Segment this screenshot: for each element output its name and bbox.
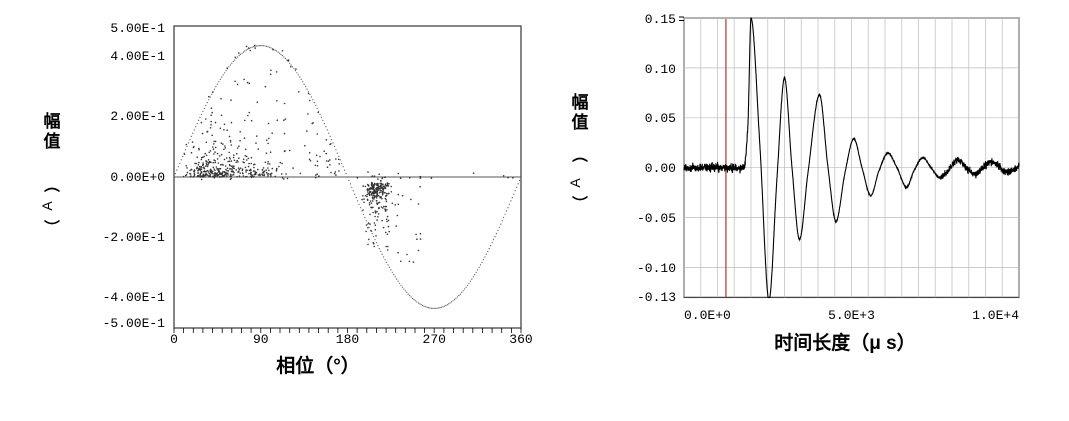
svg-text:360: 360 — [509, 332, 532, 347]
svg-text:时间长度（μ s）: 时间长度（μ s） — [774, 331, 915, 354]
svg-text:2.00E-1: 2.00E-1 — [110, 109, 165, 124]
svg-text:-0.05: -0.05 — [637, 211, 676, 226]
svg-text:0.10: 0.10 — [645, 62, 676, 77]
svg-text:0.05: 0.05 — [645, 111, 676, 126]
svg-text:-2.00E-1: -2.00E-1 — [103, 230, 166, 245]
svg-text:-0.13: -0.13 — [637, 290, 676, 305]
svg-text:幅: 幅 — [44, 111, 61, 131]
svg-text:90: 90 — [253, 332, 269, 347]
svg-text:5.00E-1: 5.00E-1 — [110, 21, 165, 36]
svg-text:0.00: 0.00 — [645, 161, 676, 176]
svg-text:0.00E+0: 0.00E+0 — [110, 170, 165, 185]
svg-text:1.0E+4: 1.0E+4 — [972, 308, 1019, 323]
svg-text:A: A — [39, 201, 55, 211]
svg-text:5.0E+3: 5.0E+3 — [828, 308, 875, 323]
svg-text:值: 值 — [572, 112, 589, 132]
svg-text:值: 值 — [44, 131, 61, 151]
svg-text:幅: 幅 — [572, 92, 589, 112]
svg-text:0: 0 — [170, 332, 178, 347]
svg-text:A: A — [567, 178, 583, 188]
svg-text:4.00E-1: 4.00E-1 — [110, 49, 165, 64]
svg-text:270: 270 — [423, 332, 446, 347]
svg-text:0.0E+0: 0.0E+0 — [684, 308, 731, 323]
svg-text:180: 180 — [336, 332, 359, 347]
svg-text:-0.10: -0.10 — [637, 261, 676, 276]
svg-text:0.15: 0.15 — [645, 12, 676, 27]
svg-text:-4.00E-1: -4.00E-1 — [103, 290, 166, 305]
svg-text:相位（°）: 相位（°） — [276, 354, 360, 377]
svg-text:-5.00E-1: -5.00E-1 — [103, 316, 166, 331]
